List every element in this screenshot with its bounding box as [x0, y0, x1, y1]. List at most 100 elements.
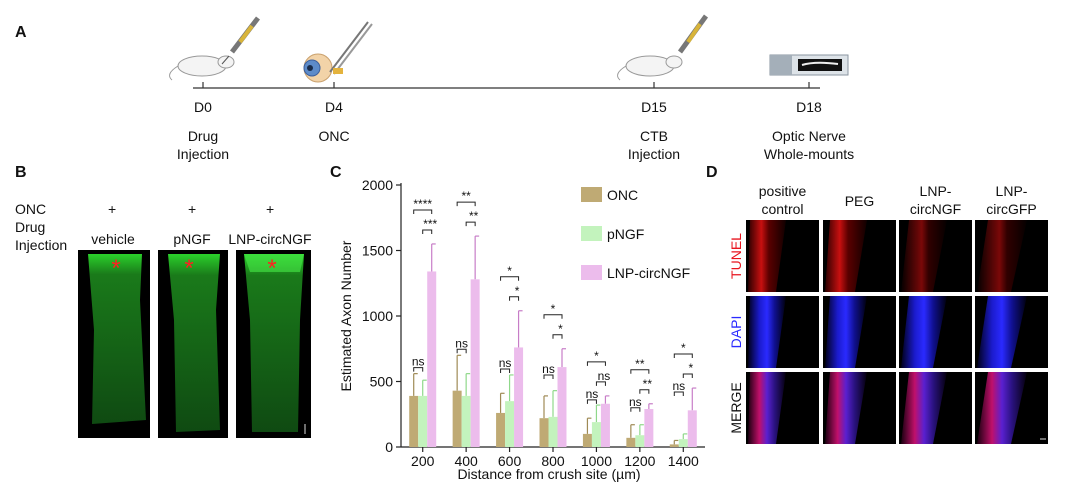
column-label-vehicle: vehicle — [91, 231, 135, 247]
panel-b-letter: B — [15, 164, 27, 181]
crush-site-marker-lnp: * — [267, 255, 276, 282]
significance-label: ns — [542, 362, 555, 376]
mouse-injection-icon — [169, 16, 260, 81]
bar-lnp-circngf-600 — [514, 347, 524, 447]
x-tick-label: 800 — [541, 453, 565, 469]
x-axis-label: Distance from crush site (µm) — [457, 466, 640, 482]
crush-site-marker-pngf: * — [184, 255, 193, 282]
y-tick-label: 2000 — [362, 177, 393, 193]
legend-label: ONC — [607, 187, 638, 203]
significance-bracket — [509, 296, 520, 301]
onc-plus-vehicle: + — [108, 201, 116, 217]
drug-row-label-line2: Injection — [15, 237, 67, 253]
eye-forceps-icon — [303, 21, 373, 83]
significance-label: ns — [598, 369, 611, 383]
panel-d: D positive control PEG LNP-circNGF LNP-circG… — [706, 164, 1048, 444]
timeline-event-label: ONC — [318, 128, 349, 144]
timeline-event-label: Whole-mounts — [764, 146, 854, 162]
significance-bracket — [673, 391, 684, 397]
column-header: LNP- — [996, 183, 1028, 199]
significance-label: ** — [469, 209, 479, 223]
column-header: LNP- — [920, 183, 952, 199]
bar-pngf-400 — [461, 395, 471, 447]
y-axis-label: Estimated Axon Number — [338, 240, 354, 391]
bar-pngf-1400 — [678, 439, 688, 447]
y-tick-label: 0 — [385, 439, 393, 455]
legend-swatch — [581, 265, 602, 280]
bar-onc-200 — [409, 395, 419, 447]
bar-onc-1000 — [582, 433, 592, 447]
panel-c-letter: C — [330, 164, 342, 181]
significance-label: * — [594, 349, 599, 363]
column-label-pngf: pNGF — [173, 231, 210, 247]
y-tick-label: 1500 — [362, 243, 393, 259]
significance-bracket — [500, 368, 511, 373]
bar-pngf-1000 — [591, 422, 601, 447]
significance-label: ns — [629, 395, 642, 409]
timeline-day-label: D0 — [194, 99, 212, 115]
axon-number-bar-chart: 0 500 1000 1500 2000 Estimated Axon Number Dis… — [338, 177, 705, 482]
significance-label: * — [515, 284, 520, 298]
bar-lnp-circngf-1200 — [644, 409, 654, 447]
bar-lnp-circngf-200 — [427, 271, 437, 447]
timeline-event-label: Drug — [188, 128, 218, 144]
significance-label: ** — [461, 189, 471, 203]
onc-plus-pngf: + — [188, 201, 196, 217]
significance-label: ** — [643, 377, 653, 391]
significance-bracket — [673, 353, 693, 359]
significance-bracket — [586, 361, 606, 366]
bar-pngf-1200 — [635, 435, 645, 447]
x-tick-label: 1000 — [581, 453, 612, 469]
onc-plus-lnp: + — [266, 201, 274, 217]
timeline-day-label: D18 — [796, 99, 822, 115]
significance-label: ** — [635, 357, 645, 371]
onc-row-label: ONC — [15, 201, 46, 217]
timeline-day-label: D4 — [325, 99, 343, 115]
crush-site-marker-vehicle: * — [111, 255, 120, 282]
significance-bracket — [456, 348, 467, 354]
significance-label: ns — [586, 387, 599, 401]
column-label-lnp-circngf: LNP-circNGF — [228, 231, 311, 247]
bar-onc-600 — [496, 412, 506, 447]
significance-label: ns — [455, 336, 468, 350]
bar-pngf-600 — [505, 401, 515, 447]
significance-bracket — [543, 374, 554, 379]
legend-swatch — [581, 187, 602, 202]
significance-label: ns — [412, 355, 425, 369]
significance-bracket — [639, 389, 650, 394]
significance-bracket — [682, 373, 693, 379]
significance-bracket — [465, 221, 476, 227]
significance-bracket — [543, 314, 563, 319]
significance-bracket — [586, 399, 597, 404]
timeline-labels: D0 Drug Injection D4 ONC D15 CTB Injection D18 Op… — [177, 82, 854, 162]
significance-label: **** — [413, 197, 432, 211]
significance-label: * — [551, 302, 556, 316]
timeline-event-label: Injection — [628, 146, 680, 162]
bar-lnp-circngf-400 — [470, 279, 480, 447]
significance-label: ns — [499, 356, 512, 370]
significance-bracket — [595, 381, 606, 386]
legend-swatch — [581, 226, 602, 241]
significance-bracket — [630, 407, 641, 412]
x-tick-label: 600 — [498, 453, 522, 469]
x-tick-label: 200 — [411, 453, 435, 469]
timeline-event-label: CTB — [640, 128, 668, 144]
mouse-ctb-injection-icon — [617, 14, 709, 81]
bar-onc-1200 — [626, 437, 636, 447]
bar-onc-800 — [539, 418, 549, 447]
panel-d-letter: D — [706, 164, 718, 181]
y-tick-label: 1000 — [362, 308, 393, 324]
significance-label: ns — [672, 379, 685, 393]
bar-pngf-200 — [418, 395, 428, 447]
x-tick-label: 1200 — [624, 453, 655, 469]
x-tick-label: 1400 — [668, 453, 699, 469]
bar-pngf-800 — [548, 416, 558, 447]
timeline-event-label: Optic Nerve — [772, 128, 846, 144]
significance-bracket — [422, 229, 433, 234]
bar-lnp-circngf-800 — [557, 367, 567, 447]
bar-lnp-circngf-1400 — [687, 410, 697, 447]
bar-onc-400 — [452, 390, 462, 447]
significance-bracket — [552, 334, 563, 339]
column-header: control — [761, 201, 803, 217]
